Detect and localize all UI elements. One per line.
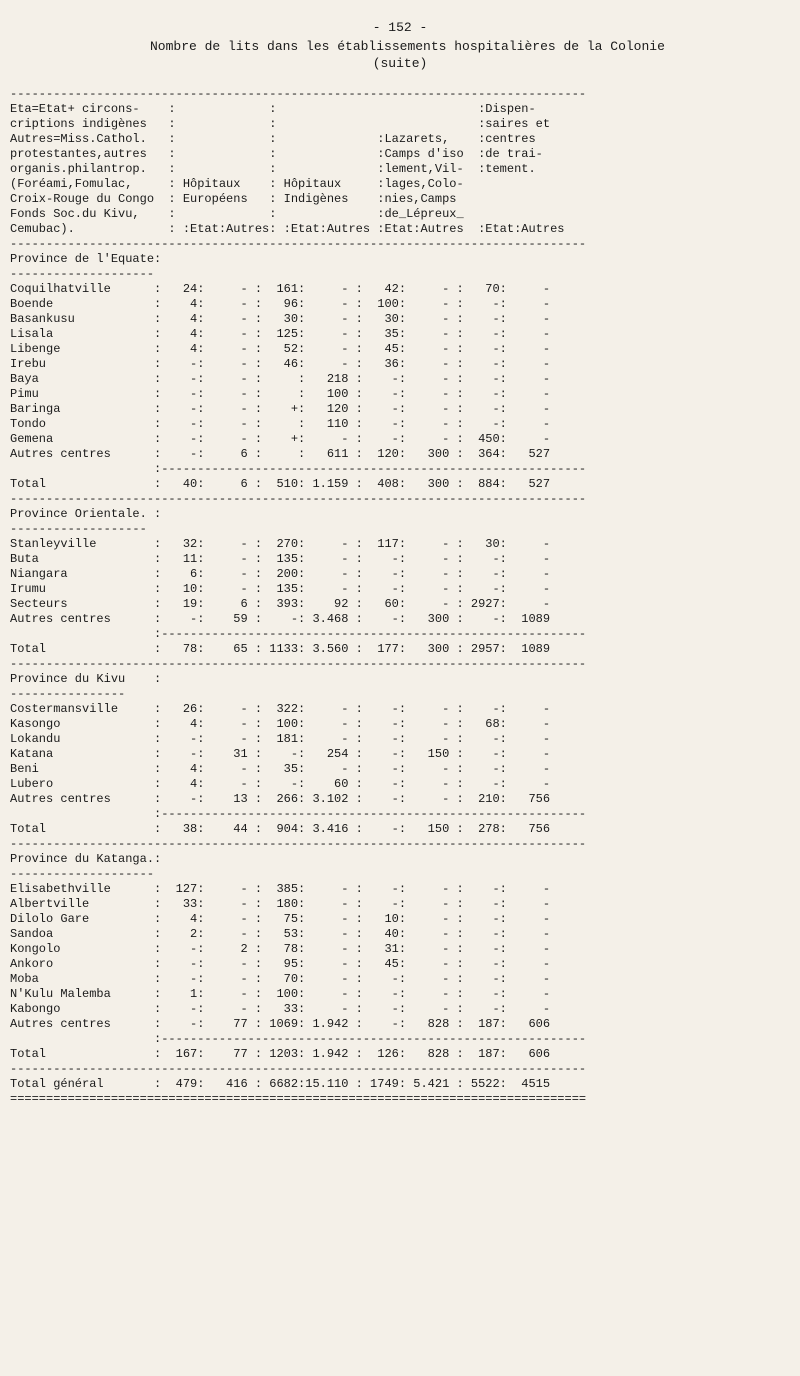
page-number: - 152 - bbox=[10, 20, 790, 35]
page-subtitle: (suite) bbox=[10, 56, 790, 71]
page-title: Nombre de lits dans les établissements h… bbox=[150, 39, 790, 54]
data-table: ----------------------------------------… bbox=[10, 87, 790, 1107]
